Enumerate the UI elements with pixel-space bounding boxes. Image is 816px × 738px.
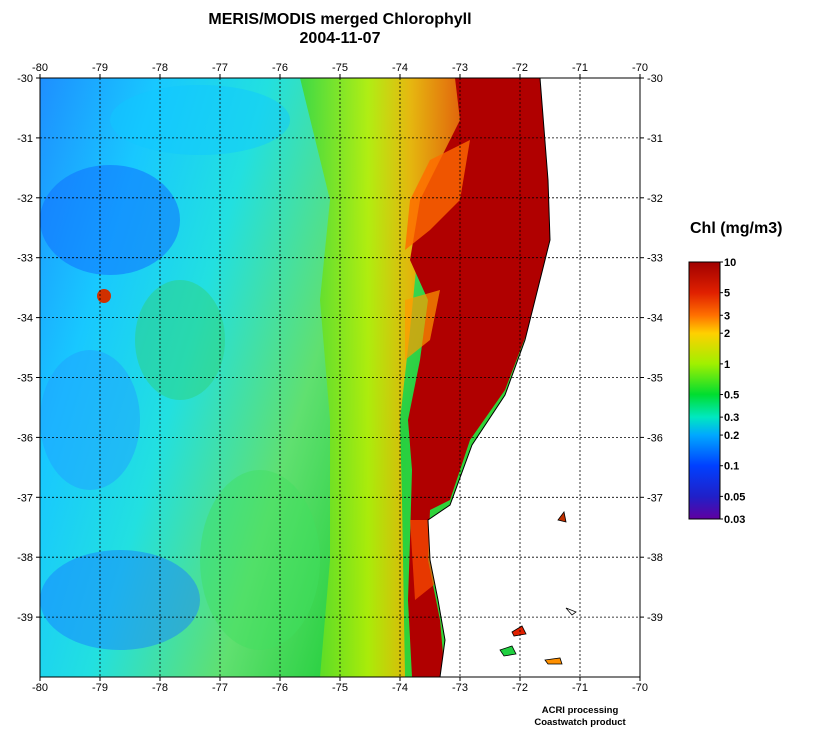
island — [544, 657, 563, 665]
colorbar-tick-label: 5 — [724, 288, 730, 300]
product-credit: Coastwatch product — [534, 717, 626, 728]
low-chl-patch — [110, 85, 290, 155]
lat-tick-label: -39 — [647, 612, 663, 624]
colorbar: 10 5 3 2 1 0.5 0.3 0.2 0.1 0.05 0.03 — [688, 257, 745, 526]
lat-tick-label: -33 — [17, 253, 33, 265]
lon-tick-label: -78 — [152, 62, 168, 74]
lat-tick-label: -35 — [647, 373, 663, 385]
lat-tick-label: -34 — [647, 313, 663, 325]
colorbar-tick-label: 0.2 — [724, 430, 739, 442]
processing-credit: ACRI processing — [541, 705, 619, 716]
colorbar-tick-label: 0.5 — [724, 390, 739, 402]
island — [511, 625, 527, 637]
lon-axis-bottom: -80 -79 -78 -77 -76 -75 -74 -73 -72 -71 -70 — [32, 677, 648, 694]
mid-chl-patch — [200, 470, 320, 650]
lon-tick-label: -78 — [152, 682, 168, 694]
lat-axis-left: -30 -31 -32 -33 -34 -35 -36 -37 -38 -39 — [17, 73, 40, 624]
lon-tick-label: -71 — [572, 62, 588, 74]
low-chl-patch — [40, 550, 200, 650]
map-title: MERIS/MODIS merged Chlorophyll — [208, 11, 472, 28]
lat-tick-label: -34 — [17, 313, 33, 325]
lon-axis-top: -80 -79 -78 -77 -76 -75 -74 -73 -72 -71 -70 — [32, 62, 648, 78]
lon-tick-label: -75 — [332, 682, 348, 694]
lat-tick-label: -35 — [17, 373, 33, 385]
mid-chl-patch — [135, 280, 225, 400]
colorbar-tick-label: 1 — [724, 359, 730, 371]
lon-tick-label: -77 — [212, 62, 228, 74]
lon-tick-label: -73 — [452, 682, 468, 694]
colorbar-ticks: 10 5 3 2 1 0.5 0.3 0.2 0.1 0.05 0.03 — [720, 257, 745, 526]
lat-tick-label: -36 — [647, 432, 663, 444]
lon-tick-label: -71 — [572, 682, 588, 694]
lon-tick-label: -80 — [32, 682, 48, 694]
colorbar-scale — [688, 261, 721, 520]
lat-tick-label: -38 — [17, 552, 33, 564]
lon-tick-label: -73 — [452, 62, 468, 74]
colorbar-tick-label: 0.03 — [724, 514, 745, 526]
lat-tick-label: -39 — [17, 612, 33, 624]
lon-tick-label: -76 — [272, 682, 288, 694]
map-date: 2004-11-07 — [299, 30, 381, 47]
colorbar-tick-label: 10 — [724, 257, 736, 269]
colorbar-tick-label: 2 — [724, 328, 730, 340]
offshore-bloom-spot — [97, 289, 111, 303]
lat-tick-label: -36 — [17, 432, 33, 444]
colorbar-tick-label: 3 — [724, 310, 730, 322]
high-chl-filament — [405, 140, 470, 250]
lon-tick-label: -70 — [632, 62, 648, 74]
lon-tick-label: -70 — [632, 682, 648, 694]
lon-tick-label: -79 — [92, 682, 108, 694]
island — [499, 645, 517, 657]
lon-tick-label: -74 — [392, 62, 408, 74]
lat-tick-label: -37 — [647, 492, 663, 504]
high-chl-filament — [405, 290, 440, 360]
lat-tick-label: -30 — [647, 73, 663, 85]
lat-tick-label: -31 — [647, 133, 663, 145]
lat-tick-label: -31 — [17, 133, 33, 145]
lat-tick-label: -30 — [17, 73, 33, 85]
lon-tick-label: -72 — [512, 62, 528, 74]
lon-tick-label: -75 — [332, 62, 348, 74]
lat-tick-label: -32 — [17, 193, 33, 205]
island — [565, 607, 577, 616]
lat-tick-label: -37 — [17, 492, 33, 504]
lon-tick-label: -79 — [92, 62, 108, 74]
graticule — [40, 78, 640, 677]
lat-axis-right: -30 -31 -32 -33 -34 -35 -36 -37 -38 -39 — [640, 73, 663, 624]
low-chl-patch — [40, 350, 140, 490]
lon-tick-label: -77 — [212, 682, 228, 694]
colorbar-tick-label: 0.3 — [724, 412, 739, 424]
lat-tick-label: -33 — [647, 253, 663, 265]
colorbar-tick-label: 0.05 — [724, 491, 745, 503]
low-chl-patch — [40, 165, 180, 275]
colorbar-title: Chl (mg/m3) — [690, 220, 783, 237]
lat-tick-label: -38 — [647, 552, 663, 564]
island — [557, 511, 567, 523]
colorbar-tick-label: 0.1 — [724, 461, 739, 473]
lon-tick-label: -72 — [512, 682, 528, 694]
lon-tick-label: -80 — [32, 62, 48, 74]
lat-tick-label: -32 — [647, 193, 663, 205]
lon-tick-label: -74 — [392, 682, 408, 694]
lon-tick-label: -76 — [272, 62, 288, 74]
